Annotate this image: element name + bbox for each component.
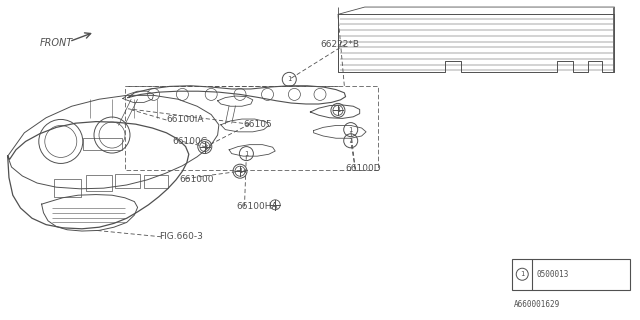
Bar	[83, 138, 122, 150]
Text: 1: 1	[349, 138, 353, 144]
Text: A660001629: A660001629	[514, 300, 560, 308]
Text: 1: 1	[244, 151, 248, 156]
Text: 661000: 661000	[179, 175, 214, 184]
Text: 1: 1	[336, 108, 340, 113]
Text: 66100D: 66100D	[346, 164, 381, 173]
Text: 1: 1	[520, 271, 524, 277]
Bar	[54, 179, 81, 197]
Text: 0500013: 0500013	[536, 270, 569, 279]
Text: 1: 1	[349, 127, 353, 132]
Text: 66105: 66105	[243, 120, 272, 129]
Bar	[86, 175, 112, 191]
Text: 1: 1	[238, 168, 242, 174]
Bar	[115, 174, 140, 188]
Bar	[144, 175, 168, 188]
Text: 1: 1	[203, 144, 207, 149]
Text: 66100IA: 66100IA	[166, 116, 204, 124]
Text: 66100HA: 66100HA	[237, 202, 278, 211]
Text: FRONT: FRONT	[40, 38, 73, 48]
Text: FIG.660-3: FIG.660-3	[159, 232, 203, 241]
Bar	[512, 259, 630, 290]
Text: 66222*B: 66222*B	[320, 40, 359, 49]
Text: 1: 1	[287, 76, 291, 82]
Text: 66100C: 66100C	[173, 137, 208, 146]
